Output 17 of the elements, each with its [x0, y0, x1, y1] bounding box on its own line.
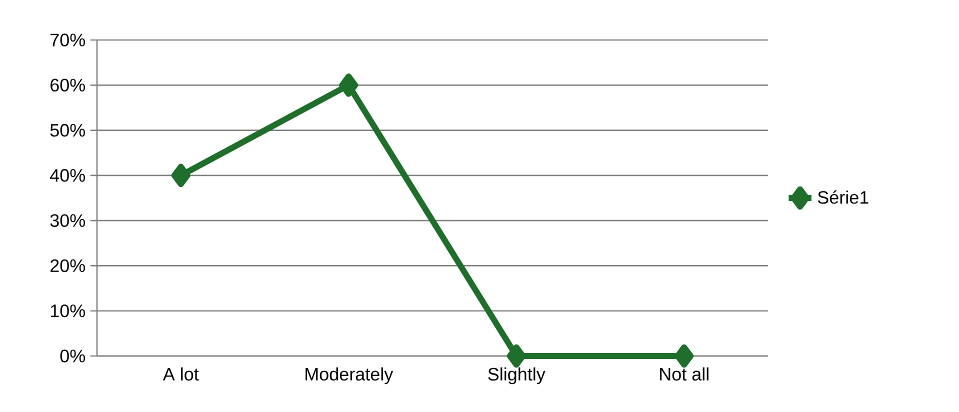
- y-tick-label: 30%: [50, 214, 85, 227]
- y-tick-label: 70%: [50, 34, 85, 46]
- x-tick-label: Slightly: [488, 367, 546, 384]
- y-tick-label: 40%: [50, 169, 85, 182]
- y-tick-label: 20%: [50, 259, 85, 272]
- y-tick-label: 60%: [50, 78, 85, 92]
- x-tick-label: Not all: [660, 367, 708, 381]
- legend-label: Série1: [818, 190, 868, 204]
- x-tick-label: Moderately: [306, 367, 394, 384]
- y-tick-label: 50%: [50, 124, 85, 137]
- point: [339, 73, 358, 97]
- x-tick-label: A lot: [162, 367, 199, 381]
- y-tick-label: 10%: [50, 304, 85, 318]
- point: [506, 344, 526, 368]
- point: [171, 164, 190, 188]
- point: [674, 344, 694, 368]
- y-tick-label: 0%: [60, 350, 85, 362]
